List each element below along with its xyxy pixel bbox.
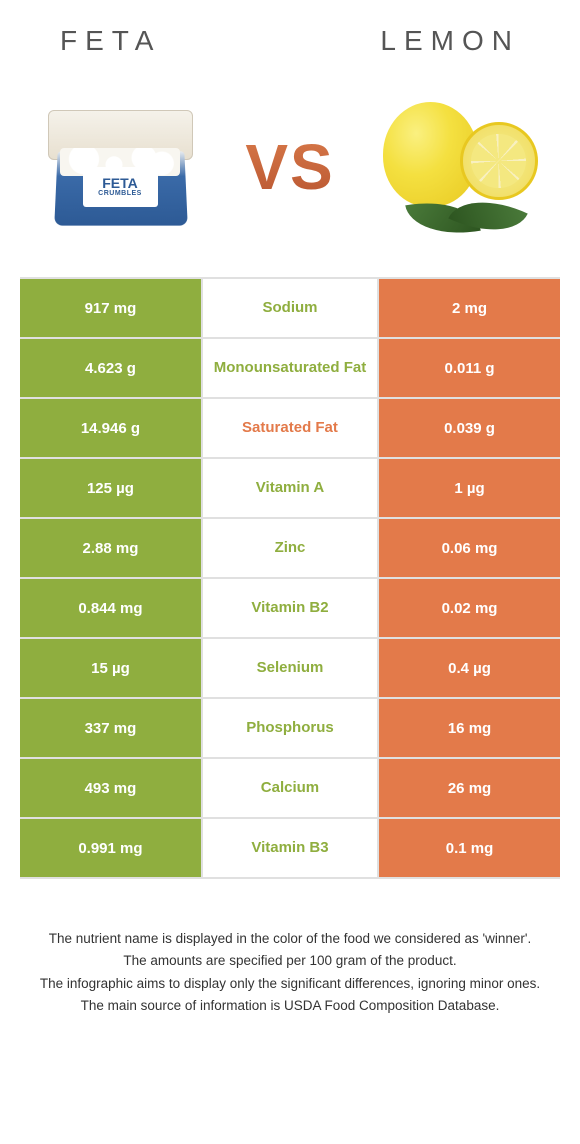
feta-value: 2.88 mg [20,519,201,577]
nutrient-row: 493 mgCalcium26 mg [20,759,560,819]
lemon-value: 16 mg [379,699,560,757]
nutrient-name: Zinc [201,519,379,577]
feta-value: 0.991 mg [20,819,201,877]
feta-value: 125 µg [20,459,201,517]
feta-value: 0.844 mg [20,579,201,637]
nutrient-name: Vitamin B3 [201,819,379,877]
nutrient-row: 14.946 gSaturated Fat0.039 g [20,399,560,459]
nutrient-row: 0.844 mgVitamin B20.02 mg [20,579,560,639]
nutrient-row: 0.991 mgVitamin B30.1 mg [20,819,560,879]
nutrient-name: Sodium [201,279,379,337]
nutrient-name: Phosphorus [201,699,379,757]
lemon-value: 0.4 µg [379,639,560,697]
lemon-value: 2 mg [379,279,560,337]
footnote-line: The nutrient name is displayed in the co… [25,929,555,949]
nutrient-row: 4.623 gMonounsaturated Fat0.011 g [20,339,560,399]
footnote-line: The amounts are specified per 100 gram o… [25,951,555,971]
nutrient-row: 337 mgPhosphorus16 mg [20,699,560,759]
lemon-value: 0.011 g [379,339,560,397]
lemon-value: 0.1 mg [379,819,560,877]
header: Feta Lemon [0,0,580,77]
lemon-value: 1 µg [379,459,560,517]
nutrient-name: Selenium [201,639,379,697]
feta-image: FETACRUMBLES [40,87,200,247]
images-row: FETACRUMBLES VS [0,77,580,277]
footnote-line: The main source of information is USDA F… [25,996,555,1016]
feta-value: 4.623 g [20,339,201,397]
nutrient-table: 917 mgSodium2 mg4.623 gMonounsaturated F… [20,277,560,879]
lemon-value: 0.039 g [379,399,560,457]
footnotes: The nutrient name is displayed in the co… [0,879,580,1038]
nutrient-row: 917 mgSodium2 mg [20,279,560,339]
title-feta: Feta [60,25,161,57]
nutrient-name: Monounsaturated Fat [201,339,379,397]
nutrient-row: 2.88 mgZinc0.06 mg [20,519,560,579]
nutrient-row: 125 µgVitamin A1 µg [20,459,560,519]
lemon-image [380,87,540,247]
feta-value: 15 µg [20,639,201,697]
feta-value: 493 mg [20,759,201,817]
title-lemon: Lemon [380,25,520,57]
vs-label: VS [245,130,334,204]
lemon-value: 0.02 mg [379,579,560,637]
nutrient-name: Vitamin B2 [201,579,379,637]
nutrient-row: 15 µgSelenium0.4 µg [20,639,560,699]
nutrient-name: Vitamin A [201,459,379,517]
feta-value: 14.946 g [20,399,201,457]
footnote-line: The infographic aims to display only the… [25,974,555,994]
nutrient-name: Saturated Fat [201,399,379,457]
nutrient-name: Calcium [201,759,379,817]
lemon-value: 0.06 mg [379,519,560,577]
feta-value: 337 mg [20,699,201,757]
lemon-value: 26 mg [379,759,560,817]
feta-value: 917 mg [20,279,201,337]
